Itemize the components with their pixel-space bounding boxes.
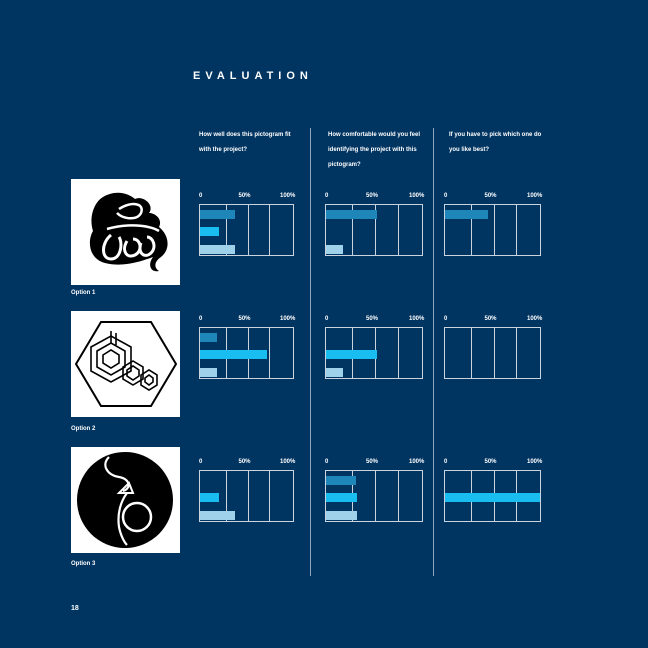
question-comfortable: How comfortable would you feel identifyi… (328, 132, 421, 168)
bar-chart-frame (199, 204, 294, 256)
chart-tick-label: 0 (199, 459, 203, 465)
chart-tick-label: 0 (444, 193, 448, 199)
bar-chart-frame (199, 327, 294, 379)
chart-tick-label: 100% (409, 459, 425, 465)
chart-bar (200, 511, 236, 520)
chart-tick-label: 50% (238, 316, 251, 322)
chart-bar (200, 333, 217, 342)
chart-gridline (225, 471, 227, 521)
column-divider (433, 128, 434, 576)
chart-gridline (515, 328, 517, 378)
chart-bar (326, 210, 377, 219)
chart-bar (326, 511, 357, 520)
chart-tick-label: 50% (484, 193, 497, 199)
option-label: Option 2 (71, 426, 96, 432)
option-label: Option 1 (71, 290, 96, 296)
chart-bar (445, 493, 540, 502)
chart-tick-label: 0 (325, 193, 329, 199)
chart-tick-label: 50% (484, 459, 497, 465)
chart-gridline (375, 205, 376, 255)
question-best: If you have to pick which one do you lik… (449, 132, 542, 153)
bar-chart-frame (444, 204, 541, 256)
bar-chart-frame (444, 327, 541, 379)
chart-tick-label: 0 (199, 316, 203, 322)
chart-tick-label: 100% (280, 459, 296, 465)
option-label: Option 3 (71, 561, 96, 567)
chart-bar (326, 245, 344, 254)
question-fit: How well does this pictogram fit with th… (199, 132, 291, 153)
chart-gridline (247, 205, 249, 255)
hexagon-chain-pictogram-icon (71, 311, 180, 417)
chart-tick-label: 50% (484, 316, 497, 322)
chart-gridline (515, 205, 517, 255)
bar-chart-frame (325, 470, 423, 522)
chart-tick-label: 100% (527, 316, 543, 322)
chart-bar (200, 368, 217, 377)
spiral-pictogram-icon (71, 179, 180, 285)
chart-tick-label: 50% (366, 316, 379, 322)
chart-tick-label: 0 (325, 316, 329, 322)
chart-gridline (493, 328, 495, 378)
circle-loop-pictogram-svg (77, 452, 173, 548)
chart-bar (200, 245, 236, 254)
bar-chart-frame (199, 470, 294, 522)
bar-chart-frame (325, 204, 423, 256)
circle-loop-pictogram-icon (71, 447, 180, 553)
chart-gridline (225, 205, 227, 255)
chart-gridline (397, 328, 399, 378)
chart-gridline (269, 205, 271, 255)
chart-gridline (269, 471, 271, 521)
chart-bar (200, 227, 219, 236)
chart-tick-label: 0 (444, 459, 448, 465)
chart-tick-label: 0 (444, 316, 448, 322)
chart-gridline (352, 205, 354, 255)
chart-tick-label: 100% (280, 193, 296, 199)
chart-bar (200, 210, 236, 219)
chart-gridline (397, 205, 399, 255)
hexagon-chain-pictogram-svg (74, 321, 178, 407)
bar-chart-frame (444, 470, 541, 522)
chart-bar (200, 350, 267, 359)
chart-tick-label: 0 (325, 459, 329, 465)
chart-bar (326, 476, 356, 485)
chart-tick-label: 50% (238, 459, 251, 465)
chart-gridline (269, 328, 271, 378)
chart-bar (326, 350, 377, 359)
spiral-pictogram-svg (89, 192, 168, 272)
chart-gridline (375, 471, 376, 521)
chart-gridline (471, 328, 473, 378)
chart-tick-label: 0 (199, 193, 203, 199)
chart-tick-label: 50% (366, 193, 379, 199)
page-title: EVALUATION (193, 70, 313, 82)
chart-tick-label: 100% (527, 459, 543, 465)
chart-tick-label: 100% (409, 316, 425, 322)
chart-tick-label: 100% (527, 193, 543, 199)
chart-gridline (471, 205, 473, 255)
chart-bar (445, 210, 488, 219)
column-divider (310, 128, 311, 576)
chart-gridline (247, 471, 249, 521)
chart-bar (326, 493, 357, 502)
chart-tick-label: 100% (280, 316, 296, 322)
page-number: 18 (71, 605, 79, 612)
chart-gridline (493, 205, 495, 255)
chart-tick-label: 50% (238, 193, 251, 199)
bar-chart-frame (325, 327, 423, 379)
chart-bar (326, 368, 344, 377)
chart-bar (200, 493, 219, 502)
chart-tick-label: 50% (366, 459, 379, 465)
chart-tick-label: 100% (409, 193, 425, 199)
chart-gridline (397, 471, 399, 521)
